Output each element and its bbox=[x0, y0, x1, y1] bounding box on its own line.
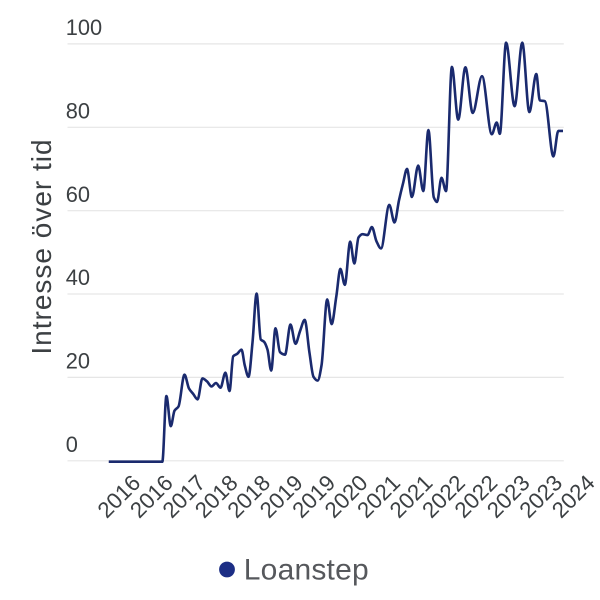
svg-text:Loanstep: Loanstep bbox=[244, 554, 369, 587]
svg-text:0: 0 bbox=[66, 432, 78, 457]
svg-text:60: 60 bbox=[66, 182, 90, 207]
svg-text:Intresse över tid: Intresse över tid bbox=[26, 138, 57, 354]
svg-text:40: 40 bbox=[66, 265, 90, 290]
svg-text:20: 20 bbox=[66, 349, 90, 374]
svg-text:100: 100 bbox=[66, 15, 102, 40]
svg-text:80: 80 bbox=[66, 99, 90, 124]
